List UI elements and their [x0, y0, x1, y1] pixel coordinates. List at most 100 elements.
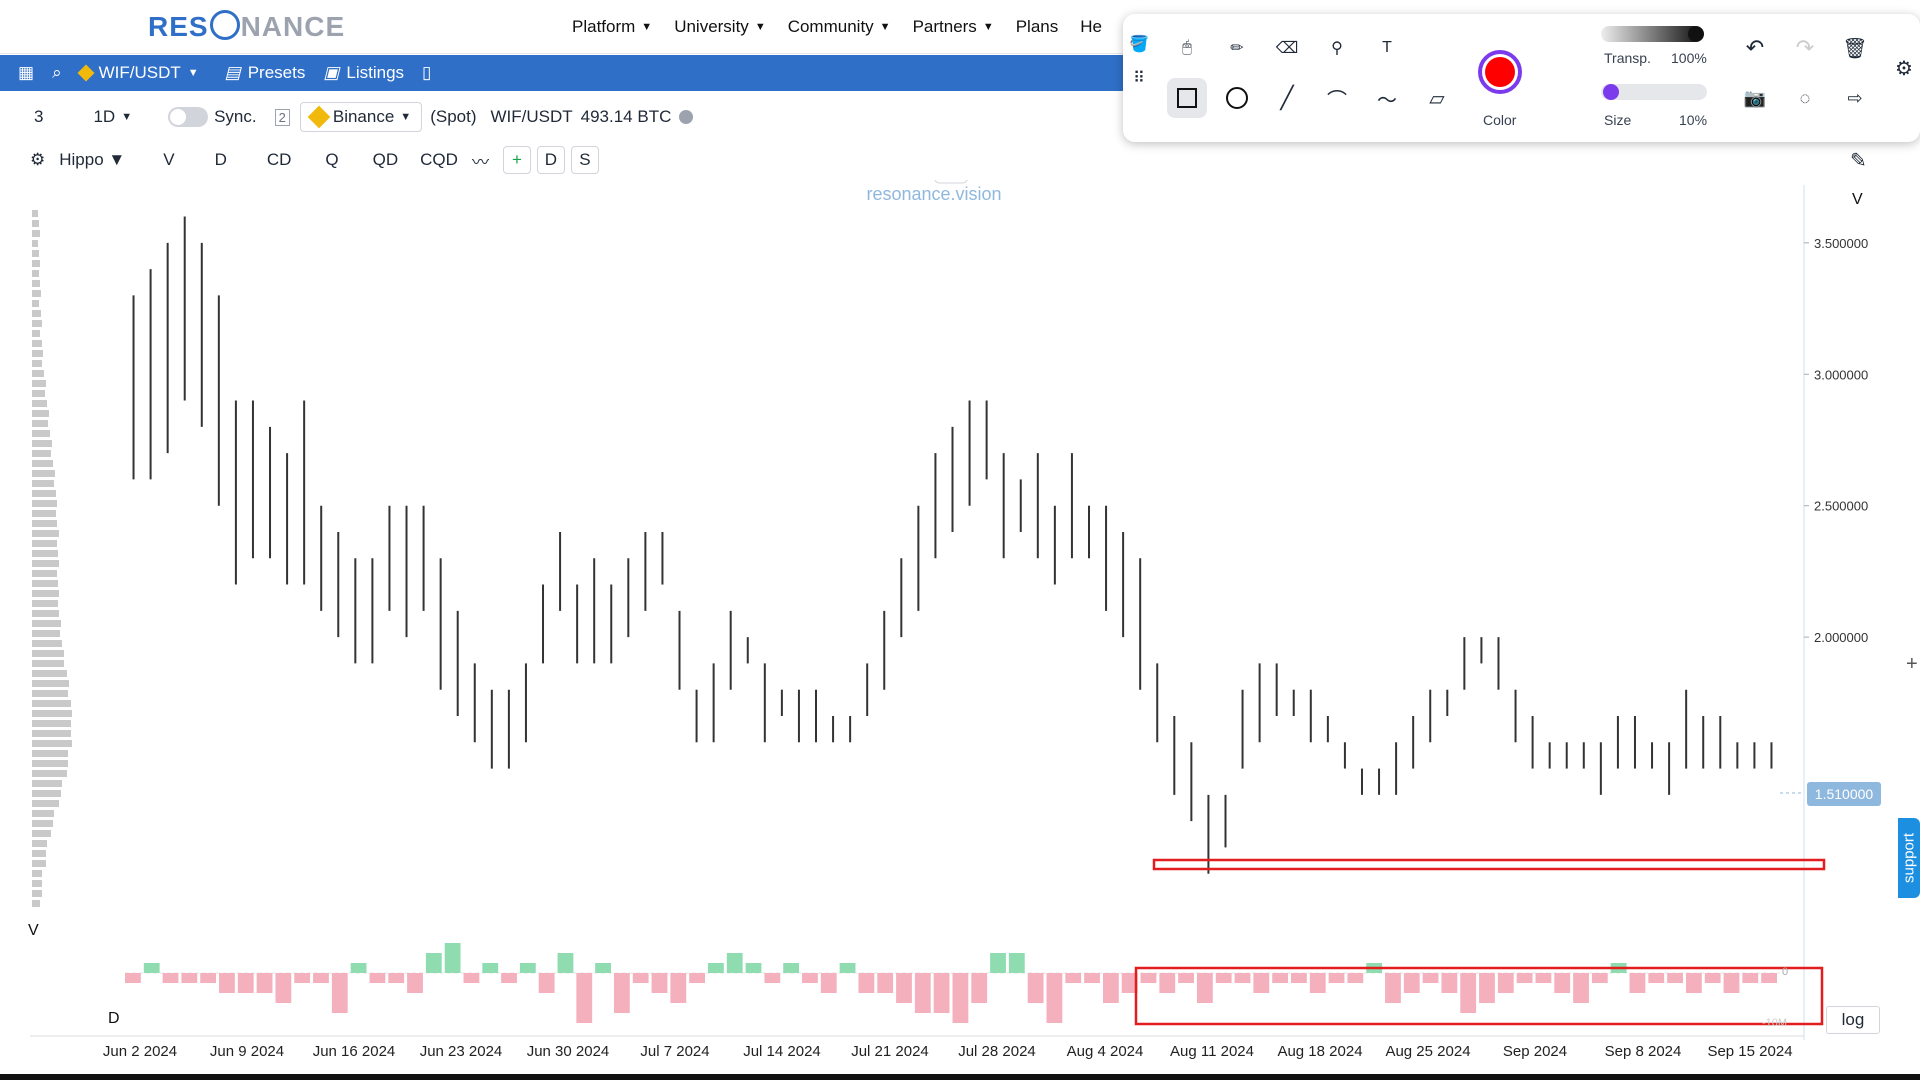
- collapse-handle[interactable]: [934, 180, 968, 184]
- delta-bar: [1441, 973, 1458, 993]
- line-chart-icon[interactable]: 〰: [471, 152, 489, 172]
- x-tick-label: Jun 23 2024: [420, 1043, 503, 1060]
- delta-bar: [557, 953, 574, 973]
- zero-label: 0: [1782, 966, 1788, 978]
- exchange-selector[interactable]: Binance ▼: [299, 102, 423, 132]
- delta-bar: [275, 973, 292, 1003]
- nav-university[interactable]: University ▼: [674, 17, 766, 36]
- listings-button[interactable]: ▣ Listings: [323, 63, 405, 82]
- trash-icon[interactable]: 🗑: [1842, 37, 1868, 60]
- document-icon[interactable]: ▯: [422, 63, 432, 82]
- timeframe-selector[interactable]: 1D ▼: [93, 107, 133, 126]
- eyedropper-icon[interactable]: ⚲: [1331, 40, 1343, 57]
- volume-profile-bin: [32, 280, 40, 287]
- pencil-icon[interactable]: ✏: [1230, 40, 1244, 57]
- mouse-icon[interactable]: 🖱: [1182, 39, 1192, 56]
- drawing-toolbar: 🪣 ⠿ 🖱 ✏ ⌫ ⚲ T ╱ ⌒ 〜 ▱ Color Transp. 100%…: [1123, 14, 1920, 142]
- s-toggle-button[interactable]: S: [570, 146, 599, 174]
- circle-tool-icon[interactable]: [1217, 78, 1257, 118]
- rectangle-tool-icon[interactable]: [1167, 78, 1207, 118]
- presets-button[interactable]: ▤ Presets: [224, 63, 306, 82]
- color-picker[interactable]: [1478, 50, 1522, 94]
- text-tool-icon[interactable]: T: [1382, 39, 1392, 56]
- y-axis: 3.500000 3.000000 2.500000 2.000000: [1804, 236, 1868, 645]
- volume-profile-bin: [32, 870, 42, 877]
- price-chart[interactable]: resonance.vision ⌃ V 3.500000 3.000000 2.5…: [0, 180, 1920, 1060]
- undo-icon[interactable]: ↶: [1745, 35, 1765, 60]
- drag-handle-icon[interactable]: ⠿: [1133, 70, 1145, 87]
- delta-bar: [1253, 973, 1270, 993]
- size-value: 10%: [1679, 112, 1708, 128]
- eraser-icon[interactable]: ⌫: [1275, 40, 1299, 57]
- volume-highlight-rect[interactable]: [1134, 966, 1824, 1026]
- polyline-tool-icon[interactable]: 〜: [1377, 89, 1397, 112]
- transparency-handle[interactable]: [1688, 26, 1704, 42]
- volume-profile-bin: [32, 800, 59, 807]
- search-icon[interactable]: ⌕: [52, 63, 62, 82]
- indicator-cqd[interactable]: CQD: [420, 150, 458, 169]
- hippo-selector[interactable]: Hippo ▼: [59, 150, 126, 169]
- log-scale-button[interactable]: log: [1826, 1006, 1880, 1034]
- chevron-down-icon: ▼: [400, 111, 412, 123]
- indicator-cd[interactable]: CD: [266, 150, 292, 169]
- support-tab[interactable]: support: [1898, 818, 1920, 898]
- nav-partners[interactable]: Partners ▼: [912, 17, 994, 36]
- volume-profile-bin: [32, 730, 71, 737]
- crosshair-plus-icon[interactable]: +: [1906, 653, 1918, 675]
- delta-bar: [482, 963, 499, 973]
- delta-bar: [1178, 973, 1194, 983]
- delta-bar: [1479, 973, 1495, 1003]
- polygon-tool-icon[interactable]: ▱: [1429, 87, 1445, 110]
- ruler-icon[interactable]: ✎: [1850, 150, 1867, 172]
- delta-bar: [1065, 973, 1082, 983]
- delta-bar: [632, 973, 649, 983]
- curve-tool-icon[interactable]: ⌒: [1327, 89, 1347, 112]
- gear-icon[interactable]: ⚙: [30, 150, 46, 169]
- volume-profile-bin: [32, 680, 69, 687]
- x-tick-label: Jun 30 2024: [527, 1043, 610, 1060]
- export-icon[interactable]: ⇨: [1847, 87, 1863, 108]
- x-tick-label: Jun 2 2024: [103, 1043, 177, 1060]
- d-toggle-button[interactable]: D: [536, 146, 565, 174]
- delta-bar: [294, 973, 311, 983]
- delta-bar: [1234, 973, 1251, 983]
- indicator-v[interactable]: V: [163, 150, 175, 169]
- nav-platform[interactable]: Platform ▼: [572, 17, 653, 36]
- nav-help[interactable]: He: [1080, 17, 1102, 36]
- symbol-selector[interactable]: WIF/USDT ▼: [77, 63, 199, 83]
- support-zone-rect[interactable]: [1152, 858, 1826, 871]
- hide-icon[interactable]: ◌: [1799, 87, 1811, 108]
- volume-profile-bin: [32, 810, 54, 817]
- add-indicator-button[interactable]: +: [502, 146, 531, 174]
- transparency-slider[interactable]: [1601, 26, 1701, 42]
- settings-icon[interactable]: ⚙: [1895, 57, 1913, 80]
- binance-icon: [77, 64, 95, 82]
- delta-bar: [538, 973, 555, 993]
- sync-toggle[interactable]: Sync.: [168, 107, 257, 127]
- indicator-bar: ⚙ Hippo ▼ V D CD Q QD CQD 〰 + D S ✎: [0, 142, 1900, 178]
- layout-count[interactable]: 3: [34, 107, 44, 126]
- x-tick-label: Aug 4 2024: [1067, 1043, 1144, 1060]
- market-type: (Spot): [430, 107, 477, 126]
- resonance-logo[interactable]: RES NANCE: [148, 10, 346, 42]
- link-badge[interactable]: 2: [274, 108, 290, 126]
- indicator-q[interactable]: Q: [325, 150, 339, 169]
- indicator-qd[interactable]: QD: [372, 150, 399, 169]
- volume-profile-bin: [32, 210, 38, 217]
- indicator-d[interactable]: D: [214, 150, 227, 169]
- size-slider[interactable]: [1601, 84, 1707, 100]
- nav-plans[interactable]: Plans: [1015, 17, 1059, 36]
- line-tool-icon[interactable]: ╱: [1280, 85, 1294, 110]
- nav-community[interactable]: Community ▼: [787, 17, 891, 36]
- size-handle[interactable]: [1603, 84, 1619, 100]
- delta-bar: [595, 963, 611, 973]
- paint-bucket-icon[interactable]: 🪣: [1129, 36, 1149, 53]
- volume-profile-bin: [32, 570, 57, 577]
- volume-profile-bin: [32, 720, 71, 727]
- chevron-down-icon: ▼: [879, 21, 891, 33]
- delta-bar: [1761, 973, 1777, 983]
- camera-icon[interactable]: 📷: [1743, 87, 1767, 108]
- grid-icon[interactable]: ▦: [18, 63, 35, 82]
- redo-icon[interactable]: ↷: [1795, 35, 1815, 60]
- volume-profile-bin: [32, 790, 61, 797]
